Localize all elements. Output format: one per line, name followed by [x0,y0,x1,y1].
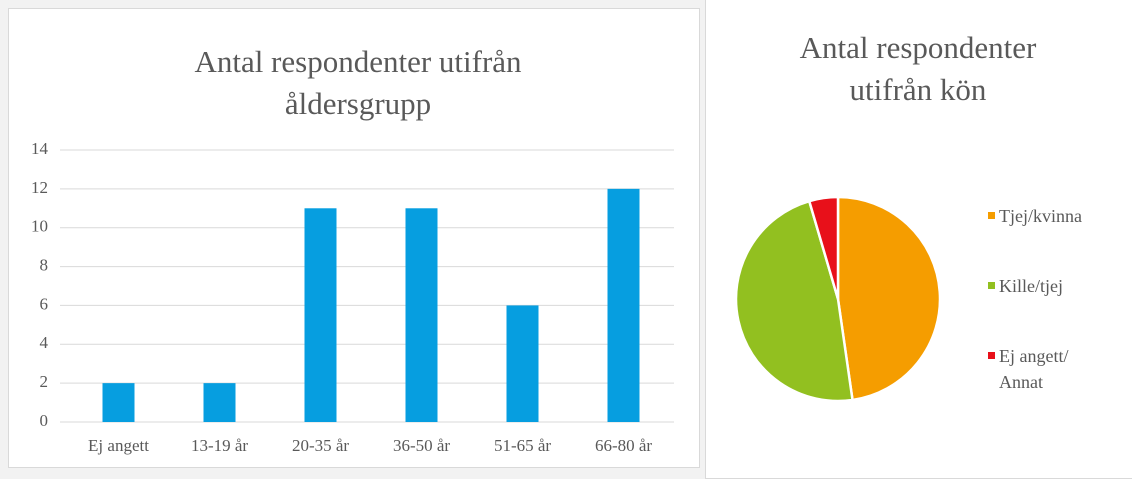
x-tick-label: Ej angett [88,436,149,455]
bar [203,383,236,422]
y-tick-label: 0 [40,411,49,430]
y-tick-label: 8 [40,255,49,274]
x-tick-label: 66-80 år [595,436,652,455]
bar [506,305,539,422]
bar-title: Antal respondenter utifrån åldersgrupp [194,44,522,121]
legend-entry: Ej angett/ Annat [988,343,1109,395]
x-tick-label: 51-65 år [494,436,551,455]
y-tick-label: 6 [40,294,49,313]
legend-swatch [988,352,995,359]
x-tick-label: 20-35 år [292,436,349,455]
bar [405,208,438,422]
pie-title: Antal respondenter utifrån kön [799,30,1037,107]
y-tick-label: 12 [31,178,48,197]
y-tick-label: 10 [31,217,48,236]
pie-slice [807,195,840,300]
bar [304,208,337,422]
y-tick-label: 2 [40,372,49,391]
legend-label: Tjej/kvinna [999,206,1082,226]
pie-slice [836,195,942,402]
legend-label: Ej angett/ Annat [999,346,1069,392]
legend-label: Kille/tjej [999,276,1063,296]
y-tick-label: 14 [31,139,49,158]
legend-swatch [988,212,995,219]
legend-swatch [988,282,995,289]
legend-entry: Kille/tjej [988,273,1109,299]
bar [102,383,135,422]
y-tick-label: 4 [40,333,49,352]
bar [607,188,640,422]
x-tick-label: 36-50 år [393,436,450,455]
legend-entry: Tjej/kvinna [988,203,1109,229]
x-tick-label: 13-19 år [191,436,248,455]
